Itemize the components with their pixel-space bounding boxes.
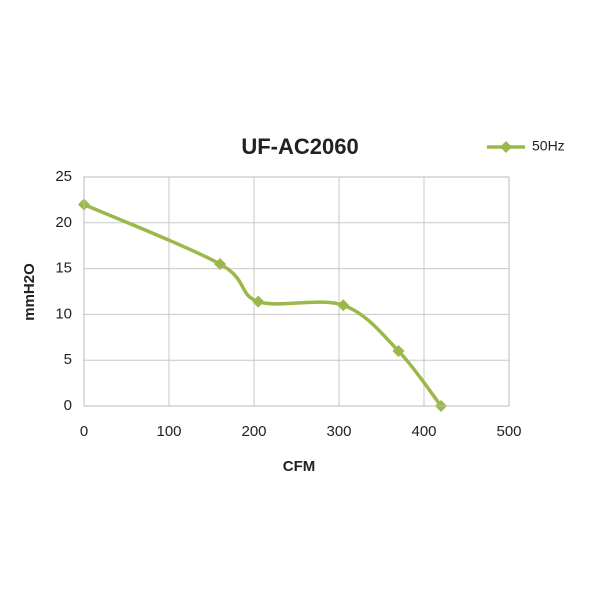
plot-border [83,176,510,407]
legend-marker [500,141,512,153]
data-point [252,295,265,308]
x-tick-label: 500 [496,423,521,440]
y-tick-label: 10 [55,305,72,322]
x-tick-label: 100 [156,423,181,440]
data-point [337,299,350,312]
data-point [392,345,405,358]
y-tick-label: 20 [55,214,72,231]
series-line [83,202,443,408]
x-axis-label: CFM [283,458,316,475]
x-tick-label: 400 [411,423,436,440]
x-tick-label: 200 [241,423,266,440]
y-tick-label: 15 [55,260,72,277]
chart-title: UF-AC2060 [241,134,358,159]
x-tick-label: 0 [80,423,88,440]
y-axis-label: mmH2O [21,263,38,321]
legend-label: 50Hz [532,138,565,154]
y-tick-label: 5 [64,351,72,368]
data-point [214,258,226,271]
y-tick-label: 25 [55,168,72,185]
y-tick-label: 0 [64,397,72,414]
x-tick-label: 300 [326,423,351,440]
